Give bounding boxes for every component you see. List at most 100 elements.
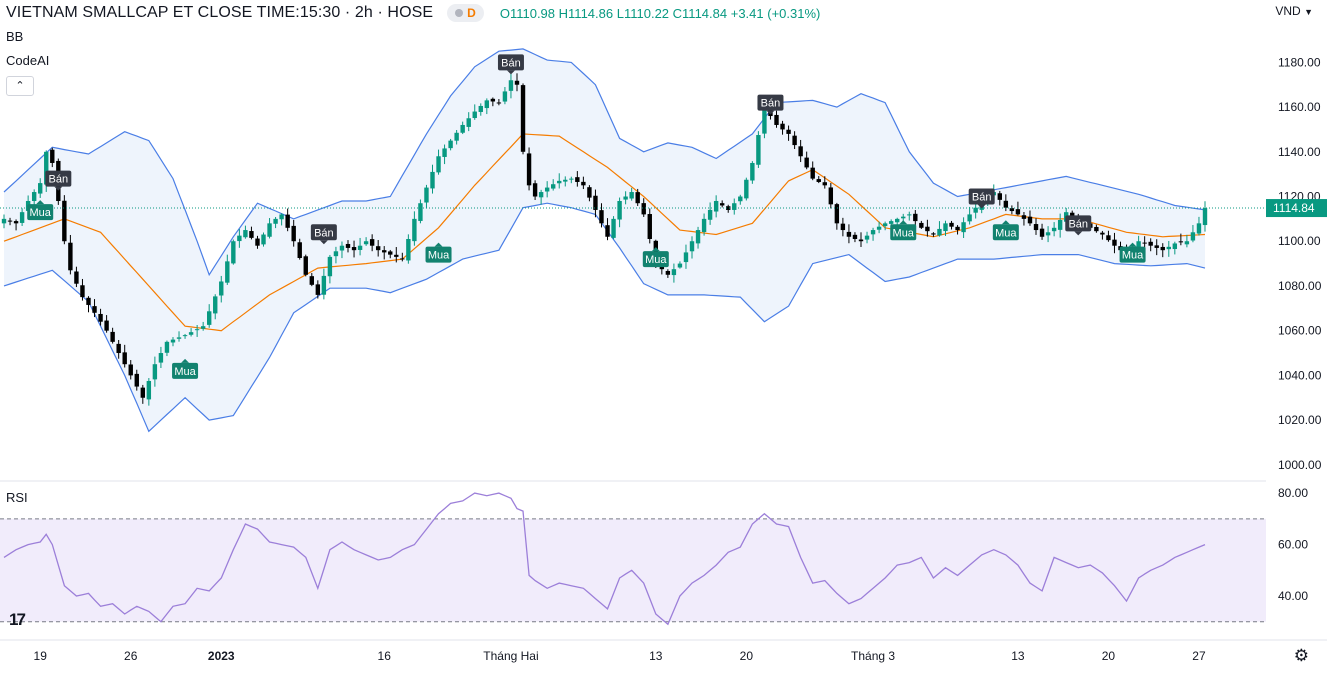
candle-body xyxy=(388,251,393,255)
price-axis-tick: 1100.00 xyxy=(1278,234,1321,248)
candle-body xyxy=(68,242,73,271)
gear-icon[interactable]: ⚙ xyxy=(1293,646,1309,665)
price-axis-tick: 1160.00 xyxy=(1278,100,1321,114)
candle-body xyxy=(200,326,206,329)
candle-body xyxy=(357,245,363,250)
candle-body xyxy=(1033,224,1039,231)
signal-pointer xyxy=(36,200,45,205)
candle-body xyxy=(92,306,97,313)
candle-body xyxy=(194,329,200,331)
sell-signal: Bán xyxy=(45,170,72,191)
signal-label: Bán xyxy=(972,192,992,204)
candle-body xyxy=(701,218,707,233)
currency-label: VND xyxy=(1275,4,1301,18)
rsi-line xyxy=(3,492,1206,626)
candle-body xyxy=(647,214,652,239)
candle-body xyxy=(188,332,194,335)
candle-body xyxy=(907,214,912,216)
collapse-indicators-button[interactable]: ⌃ xyxy=(6,76,34,96)
signal-pointer xyxy=(506,70,515,75)
candle-body xyxy=(490,98,496,102)
candle-body xyxy=(1003,200,1009,208)
signal-label: Mua xyxy=(995,227,1017,239)
candle-body xyxy=(611,218,616,238)
sell-signal: Bán xyxy=(1065,215,1092,236)
signal-pointer xyxy=(181,358,190,363)
time-axis-tick: Tháng 3 xyxy=(851,649,895,663)
ohlc-low: L1110.22 xyxy=(616,5,670,21)
candle-body xyxy=(713,200,719,212)
candle-body xyxy=(418,203,423,221)
symbol-title[interactable]: VIETNAM SMALLCAP ET CLOSE TIME:15:30 · 2… xyxy=(6,4,434,21)
candle-body xyxy=(249,231,254,238)
candle-body xyxy=(756,135,761,165)
indicator-codeai-label[interactable]: CodeAI xyxy=(6,53,50,68)
candle-body xyxy=(1154,245,1159,248)
ohlc-open: O1110.98 xyxy=(499,5,556,21)
candle-body xyxy=(864,235,870,240)
sell-signal: Bán xyxy=(497,54,524,75)
signal-label: Bán xyxy=(501,57,521,69)
candle-body xyxy=(822,182,827,186)
candle-body xyxy=(86,297,91,305)
candle-body xyxy=(1202,208,1208,226)
time-axis-tick: 13 xyxy=(1011,649,1025,663)
candle-body xyxy=(828,187,834,205)
candle-body xyxy=(1045,232,1051,236)
candle-body xyxy=(158,353,164,363)
candle-body xyxy=(146,380,152,400)
candle-body xyxy=(315,284,321,295)
market-status-badge[interactable]: D xyxy=(447,4,484,22)
candle-body xyxy=(80,285,85,298)
candle-body xyxy=(1039,228,1045,237)
candle-body xyxy=(255,238,260,246)
candle-body xyxy=(303,256,308,275)
indicator-rsi-label[interactable]: RSI xyxy=(6,490,28,505)
candle-body xyxy=(140,387,146,398)
candle-body xyxy=(1184,241,1190,245)
currency-selector[interactable]: VND ▼ xyxy=(1275,4,1313,18)
candle-body xyxy=(931,233,936,235)
rsi-axis-tick: 40.00 xyxy=(1278,589,1308,603)
candle-body xyxy=(852,234,858,239)
candle-body xyxy=(74,271,79,284)
candle-body xyxy=(339,245,345,251)
candle-body xyxy=(62,200,67,242)
candle-body xyxy=(369,239,375,246)
candle-body xyxy=(1015,209,1021,215)
indicator-bb-label[interactable]: BB xyxy=(6,29,24,44)
candle-body xyxy=(738,196,743,202)
candle-body xyxy=(1027,216,1033,224)
candle-body xyxy=(472,111,477,119)
buy-signal: Mua xyxy=(642,247,669,268)
candle-body xyxy=(1009,208,1015,212)
candle-body xyxy=(1136,241,1141,250)
candle-body xyxy=(810,167,815,179)
candle-body xyxy=(466,118,471,127)
candle-body xyxy=(876,226,882,230)
candle-body xyxy=(671,269,677,276)
candle-body xyxy=(623,196,628,200)
candle-body xyxy=(949,222,954,227)
candle-body xyxy=(726,206,731,210)
candle-body xyxy=(406,238,411,261)
candle-body xyxy=(285,214,290,228)
candle-body xyxy=(575,177,580,182)
signal-pointer xyxy=(1074,231,1083,236)
candle-body xyxy=(665,270,671,275)
candle-body xyxy=(110,331,115,342)
candle-body xyxy=(424,187,429,203)
candle-body xyxy=(641,203,646,215)
candle-body xyxy=(792,135,797,146)
signal-box xyxy=(45,170,72,187)
candle-body xyxy=(707,209,713,220)
candle-body xyxy=(375,246,381,251)
tradingview-logo: 17 xyxy=(9,610,26,630)
buy-signal: Mua xyxy=(1119,242,1146,263)
signal-label: Bán xyxy=(761,98,781,110)
candle-body xyxy=(895,218,900,223)
candle-body xyxy=(460,124,465,133)
candle-body xyxy=(1094,226,1099,232)
